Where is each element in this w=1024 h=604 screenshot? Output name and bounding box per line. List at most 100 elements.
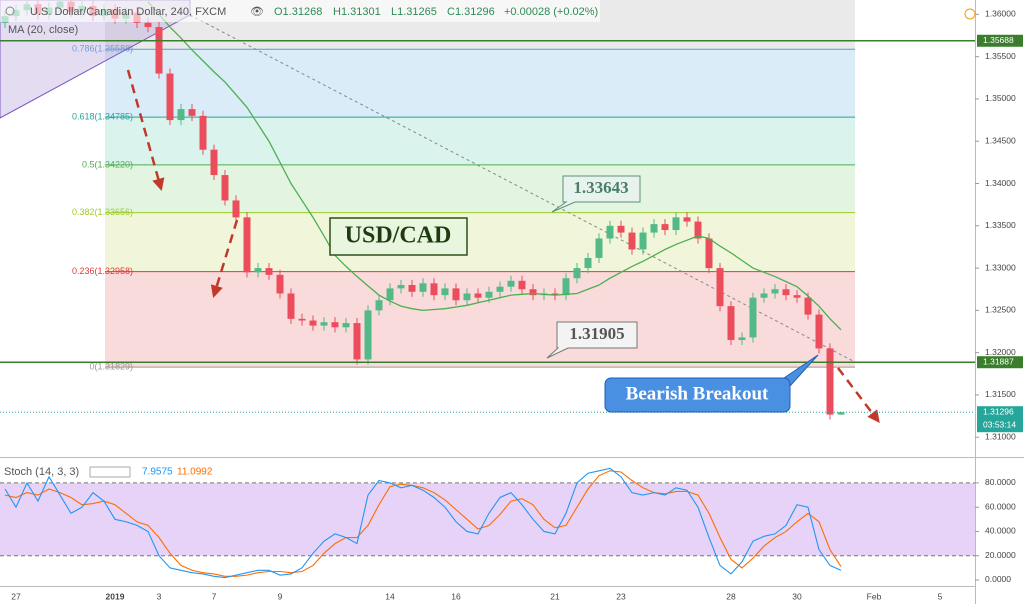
y-tick-label: 1.32000 [985,347,1016,357]
candle-body [287,293,295,319]
moving-average [147,1,842,331]
ohlc-label: L1.31265 [391,6,437,18]
y-tick-label: 1.31000 [985,431,1016,441]
callout-text: 1.31905 [569,324,624,343]
candle-body [408,285,416,292]
fib-retracement: 0.786(1.35588) 0.618(1.34785) 0.5(1.34220)… [72,0,855,372]
candle-body [749,297,757,338]
candle-body [793,295,801,298]
candle-body [683,217,691,222]
callout-box [551,175,641,213]
candle-body [815,314,823,349]
arrow [837,367,880,423]
level-label: 1.31887 [983,356,1014,366]
level-badge [977,34,1023,47]
candle-body [342,323,350,328]
price-label: 1.31296 [983,406,1014,416]
fib-label: 0.382(1.33656) [72,207,133,217]
stoch-k-value: 7.9575 [142,467,173,478]
candle-body [419,283,427,292]
fib-label: 0.236(1.32958) [72,266,133,276]
candle-body [727,306,735,340]
x-tick-label: 5 [938,591,943,601]
fib-zone [105,212,855,272]
candle-body [441,288,449,296]
candle-body [199,115,207,150]
x-tick-label: 3 [157,591,162,601]
candle-body [397,285,405,289]
y-tick-label: 1.34500 [985,135,1016,145]
arrow [210,219,239,298]
candle-body [474,293,482,298]
candle-body [331,322,339,328]
callout-box [546,321,638,359]
fib-label: 0.618(1.34785) [72,112,133,122]
candle-body [155,27,163,74]
x-tick-label: 2019 [106,591,125,601]
candle-body [177,109,185,121]
stoch-label: Stoch (14, 3, 3) [4,466,79,478]
candle-body [551,293,559,296]
candle-body [650,224,658,233]
candle-body [694,221,702,239]
candle-body [837,412,845,415]
candle-body [826,348,834,415]
level-badge [977,356,1023,369]
stoch-d-value: 11.0992 [177,467,213,478]
y-tick-label: 1.35000 [985,93,1016,103]
candle-body [518,280,526,290]
countdown: 03:53:14 [983,419,1016,429]
label-text: USD/CAD [345,223,452,249]
x-tick-label: 16 [451,591,461,601]
candle-body [782,289,790,296]
label-box [329,217,468,256]
x-tick-label: 27 [11,591,21,601]
candle-body [353,323,361,360]
candle-body [716,268,724,307]
candle-body [804,297,812,315]
candle-body [584,257,592,269]
candle-body [452,288,460,301]
candle-body [221,175,229,201]
header-bg [0,0,600,22]
candle-body [386,288,394,301]
candle-body [210,149,218,176]
candle-body [232,200,240,218]
candle-body [705,238,713,269]
candle-body [298,318,306,321]
ohlc-label: C1.31296 [447,6,495,18]
alert-icon [964,8,976,20]
y-tick-label: 1.33500 [985,220,1016,230]
y-tick-label: 1.31500 [985,389,1016,399]
header: U.S. Dollar/Canadian Dollar, 240, FXCM 👁… [0,0,976,478]
candle-body [309,320,317,326]
candle-body [166,73,174,121]
candle-body [529,289,537,296]
fib-label: 0.786(1.35588) [72,44,133,54]
candle-body [364,310,372,360]
candle-body [463,293,471,301]
y-tick-label: 1.32500 [985,305,1016,315]
candle-body [188,109,196,116]
y-tick-label: 1.34000 [985,178,1016,188]
x-tick-label: 14 [385,591,395,601]
callout-text: 1.33643 [573,178,628,197]
price-badge [977,406,1023,433]
candle-body [617,225,625,233]
candle-body [771,289,779,294]
axes: 1.31000 1.31500 1.32000 1.32500 1.33000 1.335… [11,9,1023,601]
fib-zone [105,117,855,165]
ma-line [147,1,842,331]
symbol-title: U.S. Dollar/Canadian Dollar, 240, FXCM [30,6,226,18]
ma-label: MA (20, close) [8,24,78,36]
ohlc-label: H1.31301 [333,6,381,18]
ohlc-label: O1.31268 [274,6,322,18]
y-tick-label: 0.0000 [985,574,1011,584]
x-tick-label: 21 [550,591,560,601]
x-tick-label: 9 [278,591,283,601]
change-label: +0.00028 (+0.02%) [504,6,598,18]
candle-body [144,22,152,28]
y-tick-label: 80.0000 [985,477,1016,487]
